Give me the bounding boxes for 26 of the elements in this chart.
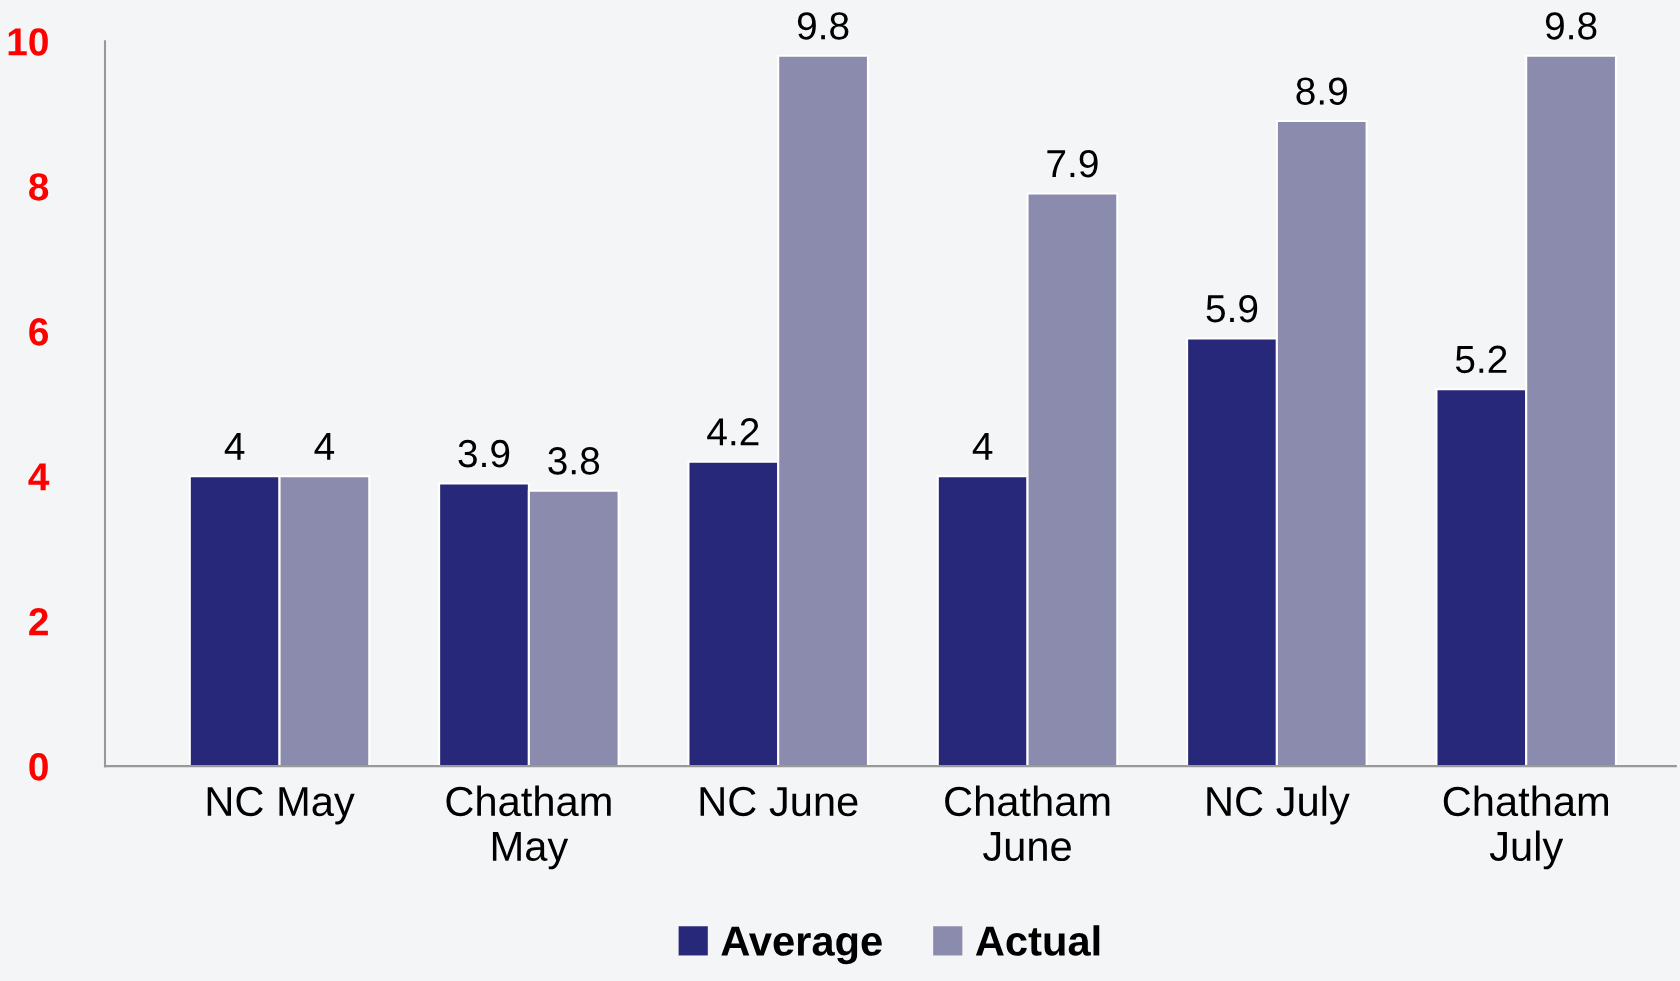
data-label: 3.9 (458, 439, 510, 468)
data-label: 4 (224, 433, 245, 460)
y-tick-label: 8 (29, 173, 49, 201)
data-label: 4 (314, 433, 335, 460)
data-label: 9.8 (797, 12, 849, 40)
data-label: 5.9 (1206, 294, 1258, 323)
x-tick-label: NC May (207, 786, 355, 825)
y-tick-label: 6 (29, 318, 49, 346)
legend-label: Actual (975, 925, 1100, 956)
y-tick-label: 4 (28, 463, 50, 491)
data-label: 4.2 (707, 418, 759, 446)
x-tick-label: Chatham May (446, 785, 611, 870)
data-label: 7.9 (1047, 149, 1098, 178)
x-tick-label: NC July (1207, 785, 1350, 825)
y-tick-label: 2 (29, 608, 48, 636)
data-label: 9.8 (1545, 12, 1597, 40)
x-tick-label: Chatham June (945, 785, 1110, 862)
y-tick-label: 0 (29, 753, 48, 781)
data-label: 3.8 (548, 447, 600, 475)
x-tick-label: Chatham July (1443, 785, 1608, 870)
x-tick-label: NC June (700, 786, 858, 817)
data-label: 4 (972, 433, 993, 460)
y-tick-label: 10 (8, 28, 48, 56)
data-label: 5.2 (1455, 345, 1507, 374)
data-label: 8.9 (1296, 77, 1347, 105)
legend-label: Average (721, 926, 882, 965)
